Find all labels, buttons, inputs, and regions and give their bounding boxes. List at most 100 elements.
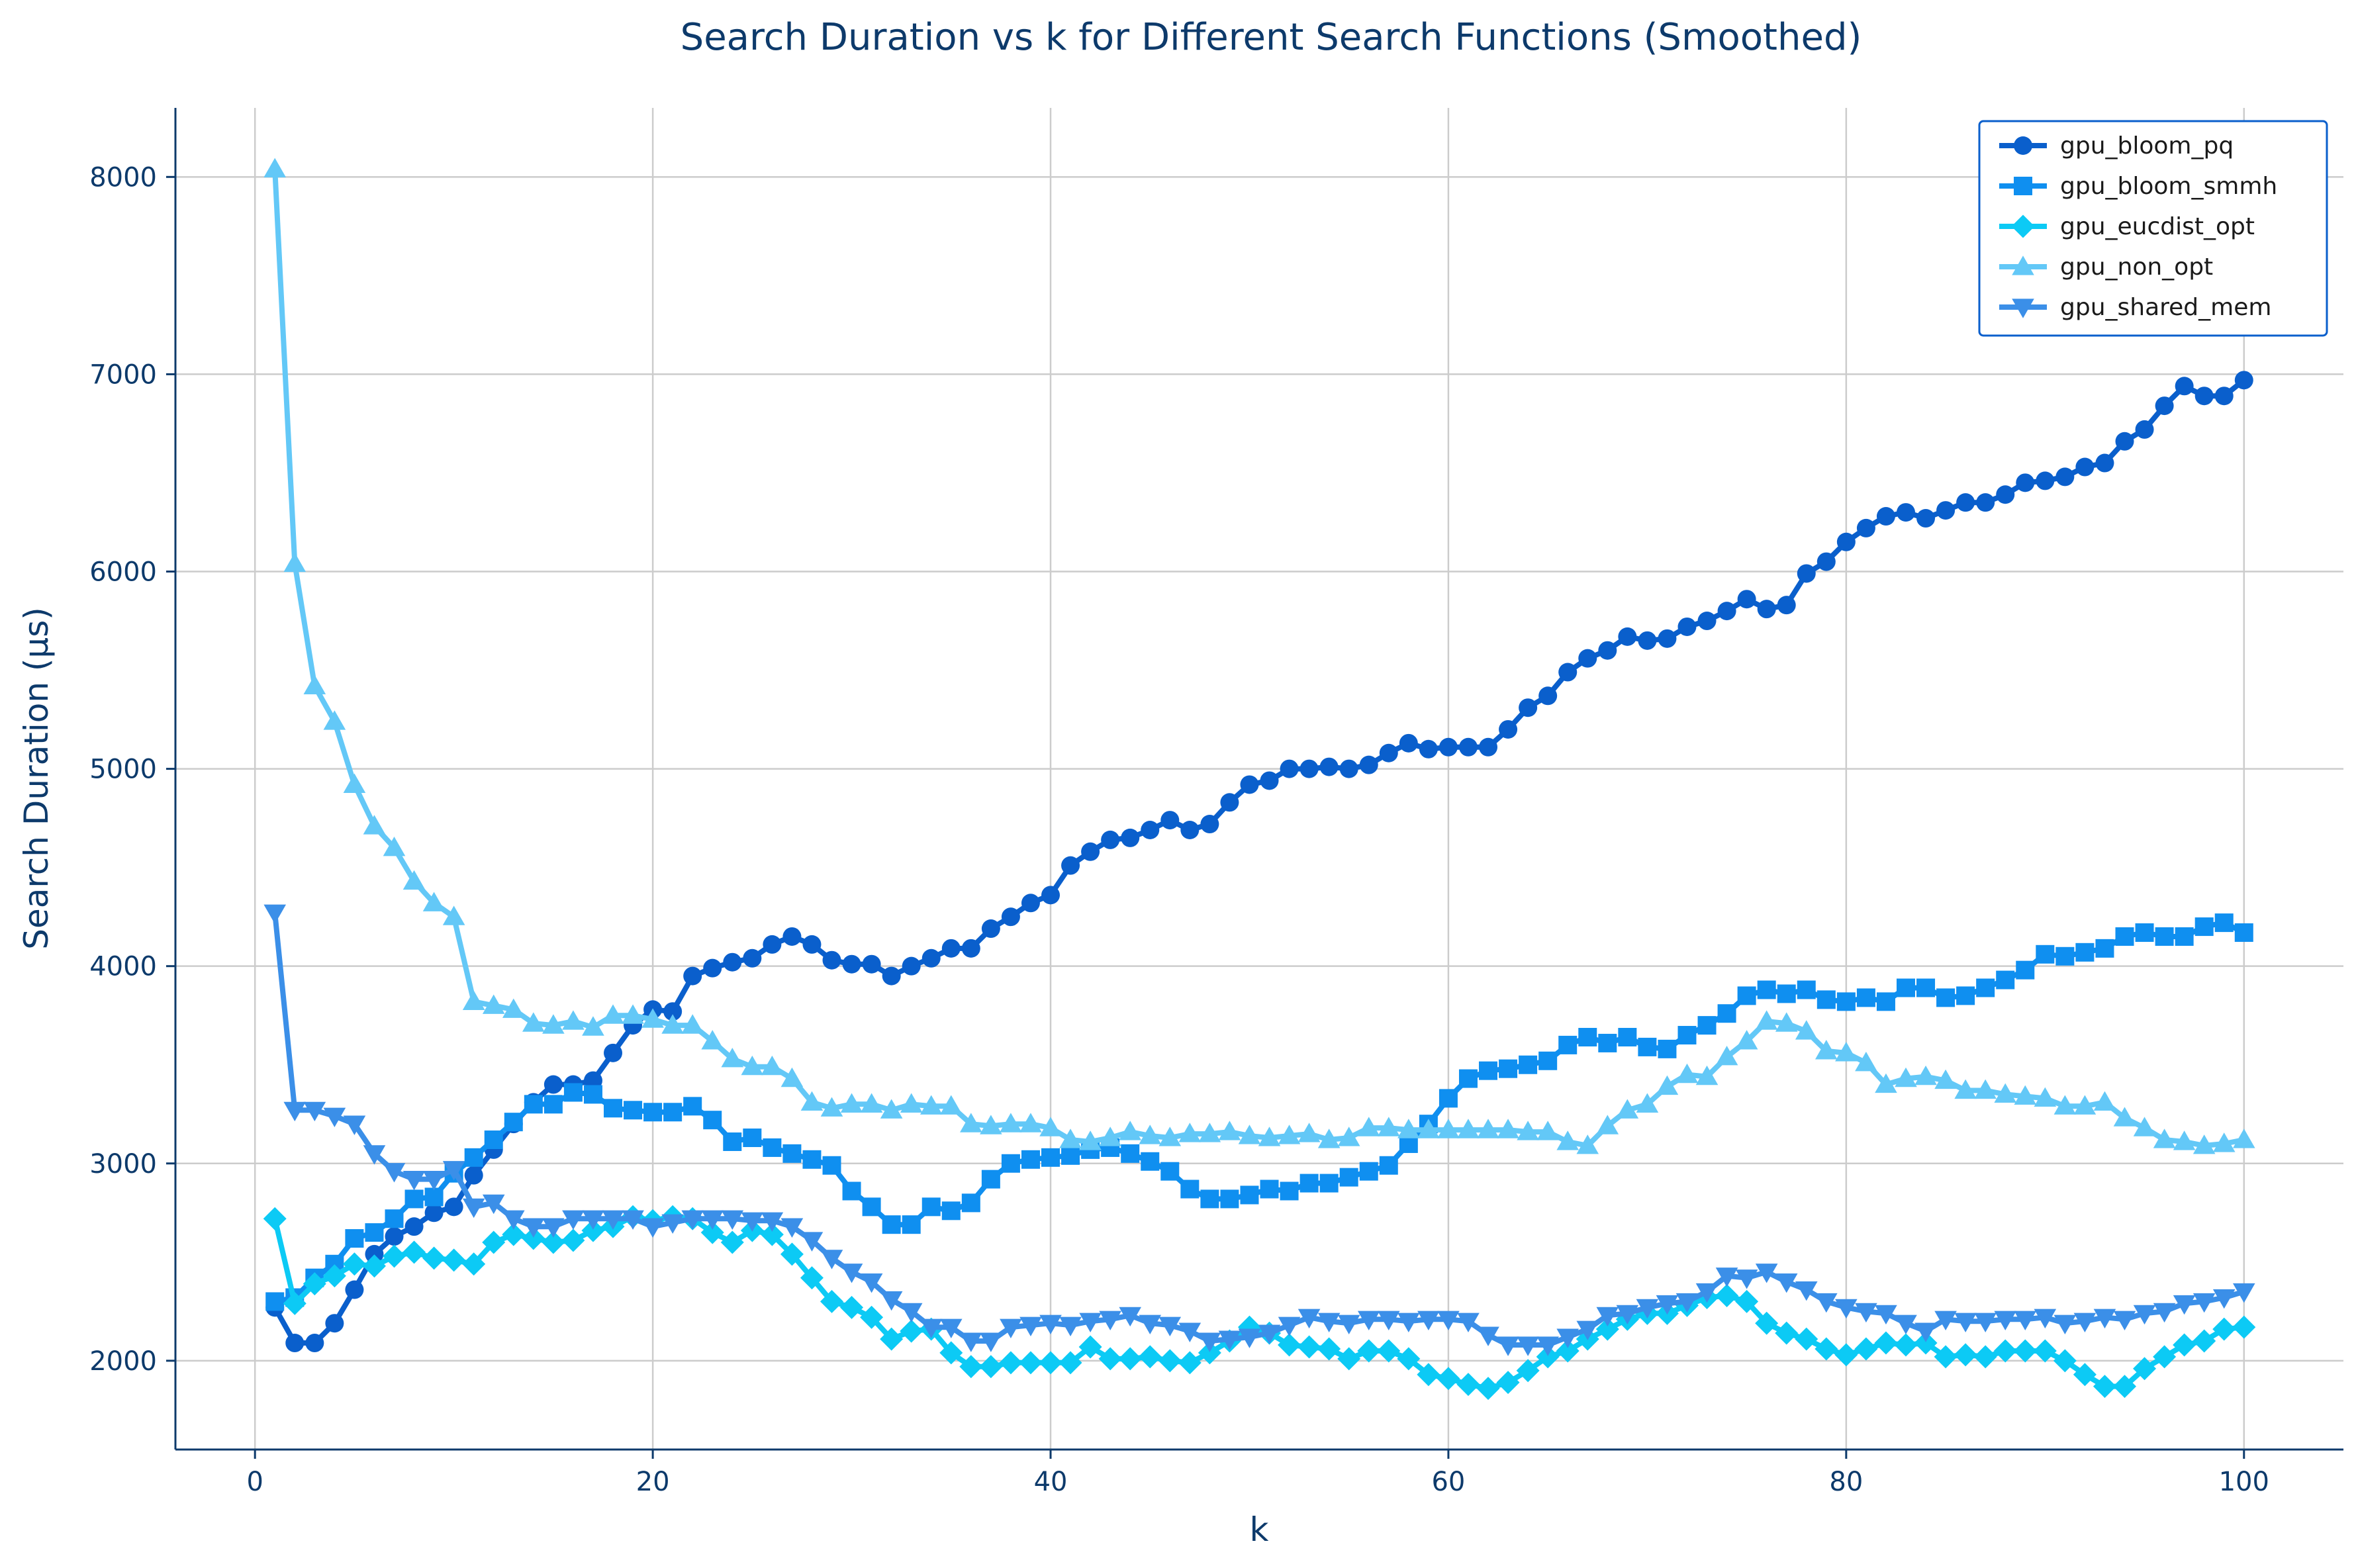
data-point [900,1093,923,1113]
data-point [900,1319,923,1343]
data-point [362,1254,386,1278]
chart-title: Search Duration vs k for Different Searc… [681,16,1862,59]
legend-marker [2011,214,2035,238]
data-point [1078,1335,1102,1359]
data-point [1835,1042,1858,1062]
series-gpu_non_opt [263,158,2255,1154]
data-point [1876,507,1895,526]
data-point [283,1101,307,1122]
data-point [1039,1117,1062,1136]
data-point [582,1210,604,1230]
data-point [2193,1134,2216,1154]
data-point [842,954,861,974]
data-point [1141,1152,1160,1171]
data-point [484,1130,503,1150]
data-point [1379,743,1398,762]
data-point [920,1095,943,1115]
data-point [1775,1273,1798,1293]
data-point [1260,771,1279,790]
data-point [1735,1289,1759,1313]
data-point [1238,1328,1261,1348]
data-point [2193,1329,2216,1353]
data-point [1496,1371,1520,1395]
data-point [1240,775,1259,794]
data-point [780,1218,804,1238]
data-point [1717,1004,1736,1023]
data-point [1976,978,1995,997]
data-point [980,1332,1002,1352]
data-point [1317,1129,1341,1148]
data-point [1675,1063,1699,1084]
data-point [1538,686,1558,706]
data-point [462,1252,486,1276]
data-point [2135,420,2154,439]
data-point [322,1264,346,1288]
data-point [1755,1010,1778,1030]
data-point [961,939,980,958]
data-point [1339,759,1358,778]
data-point [482,1230,506,1254]
data-point [1357,1311,1380,1331]
data-point [2073,1313,2097,1333]
data-point [2053,1095,2077,1115]
data-point [522,1218,545,1238]
data-point [1041,886,1061,905]
data-point [1656,1075,1679,1095]
data-point [2115,432,2134,451]
data-point [761,1212,784,1232]
data-point [342,1252,366,1276]
data-point [939,1095,963,1115]
data-point [1019,1316,1042,1337]
data-point [902,956,921,976]
data-point [1377,1311,1400,1331]
data-point [1956,493,1975,512]
legend-marker [2014,136,2032,155]
data-point [562,1210,585,1230]
data-point [1001,1154,1020,1173]
data-point [1737,590,1756,609]
data-point [1457,1119,1480,1138]
data-point [1119,1307,1142,1327]
data-point [2232,1283,2255,1303]
data-point [880,1099,903,1119]
x-tick-label: 0 [246,1467,263,1497]
data-point [860,1093,883,1113]
data-point [782,1144,802,1163]
data-point [1973,1345,1997,1369]
data-point [780,1067,804,1087]
series-group [263,158,2256,1401]
data-point [1638,1037,1657,1056]
data-point [444,1197,463,1217]
data-point [522,1226,545,1250]
data-point [720,1230,744,1254]
data-point [404,1217,424,1236]
y-tick-label: 2000 [89,1346,157,1377]
data-point [2173,1333,2196,1357]
data-point [1757,600,1776,619]
data-point [1936,501,1956,520]
data-point [701,1210,724,1230]
data-point [1039,1314,1062,1335]
data-point [1816,990,1836,1009]
data-point [1519,698,1538,717]
series-gpu_bloom_smmh [265,913,2253,1311]
legend-item-gpu_bloom_smmh: gpu_bloom_smmh [1999,173,2277,200]
data-point [1757,980,1776,999]
data-point [424,1187,444,1207]
legend-label: gpu_eucdist_opt [2060,213,2255,240]
data-point [840,1264,863,1283]
data-point [1180,821,1200,840]
data-point [1658,1039,1677,1058]
data-point [1636,1299,1659,1319]
data-point [1178,1123,1202,1142]
data-point [1815,1293,1838,1313]
data-point [2133,1305,2156,1325]
data-point [1297,1123,1321,1142]
data-point [2155,927,2174,946]
data-point [1059,1316,1082,1337]
data-point [502,1222,526,1246]
data-point [2075,457,2095,477]
data-point [542,1230,565,1254]
data-point [1178,1322,1202,1342]
data-point [960,1332,982,1352]
